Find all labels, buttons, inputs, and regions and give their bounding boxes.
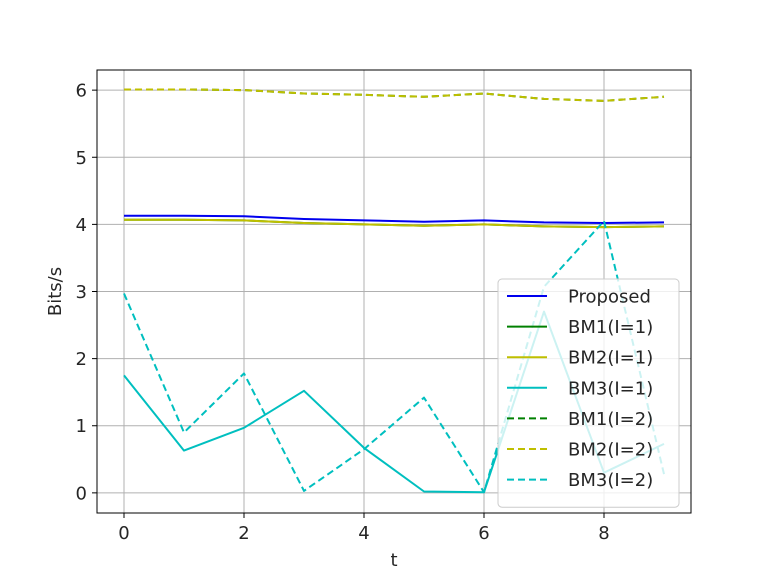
x-tick-label: 0 bbox=[118, 523, 129, 544]
y-tick-label: 6 bbox=[76, 81, 87, 102]
legend-label: BM2(I=1) bbox=[568, 348, 653, 369]
y-tick-label: 2 bbox=[76, 349, 87, 370]
x-axis-label: t bbox=[390, 550, 397, 571]
ticks: 0 2 4 6 8 0 1 2 3 4 5 6 bbox=[76, 81, 610, 544]
y-tick-label: 0 bbox=[76, 483, 87, 504]
series-line-5 bbox=[124, 88, 665, 102]
legend-label: BM3(I=1) bbox=[568, 378, 653, 399]
series-line-2 bbox=[124, 218, 665, 229]
x-tick-label: 8 bbox=[598, 523, 609, 544]
series-line-6 bbox=[123, 220, 665, 494]
y-tick-label: 5 bbox=[76, 148, 87, 169]
legend-label: BM1(I=2) bbox=[568, 409, 653, 430]
legend: Proposed BM1(I=1) BM2(I=1) BM3(I=1) BM1(I=2)… bbox=[497, 278, 680, 508]
legend-label: Proposed bbox=[568, 287, 651, 308]
series-line-0 bbox=[124, 214, 665, 224]
y-tick-label: 1 bbox=[76, 416, 87, 437]
legend-label: BM2(I=2) bbox=[568, 440, 653, 461]
y-tick-label: 4 bbox=[76, 215, 87, 236]
x-tick-label: 2 bbox=[238, 523, 249, 544]
y-tick-label: 3 bbox=[76, 282, 87, 303]
x-tick-label: 4 bbox=[358, 523, 369, 544]
legend-box bbox=[497, 278, 680, 508]
legend-label: BM3(I=2) bbox=[568, 470, 653, 491]
y-axis-label: Bits/s bbox=[45, 267, 66, 316]
legend-label: BM1(I=1) bbox=[568, 317, 653, 338]
x-tick-label: 6 bbox=[478, 523, 489, 544]
